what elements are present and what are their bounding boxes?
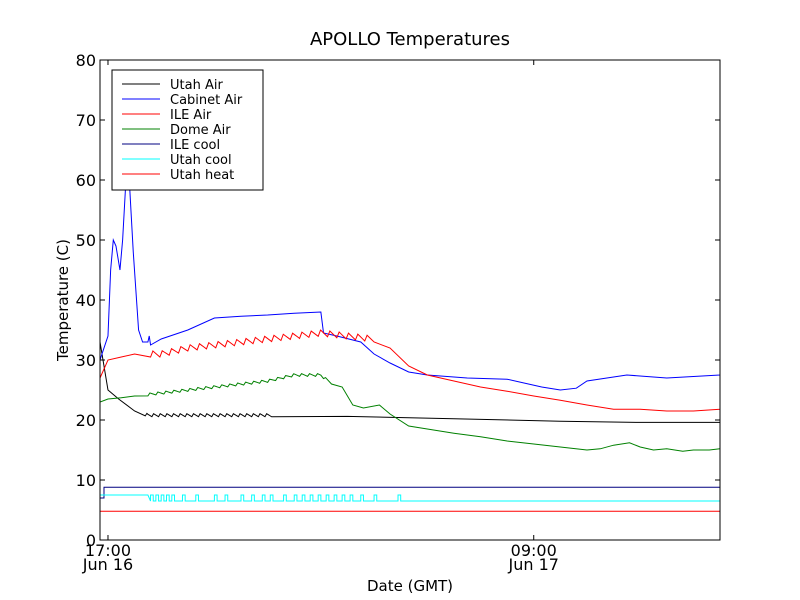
x-tick-label-date: Jun 16 xyxy=(82,555,133,574)
legend-label-ile-air: ILE Air xyxy=(170,108,212,123)
chart-title: APOLLO Temperatures xyxy=(310,29,510,50)
y-tick-label: 0 xyxy=(86,531,96,550)
y-tick-label: 30 xyxy=(76,351,96,370)
legend-label-cabinet-air: Cabinet Air xyxy=(170,93,243,108)
x-tick-label-time: 17:00 xyxy=(85,541,131,560)
y-tick-label: 50 xyxy=(76,231,96,250)
x-tick-label-date: Jun 17 xyxy=(508,555,559,574)
y-tick-label: 80 xyxy=(76,51,96,70)
series-line-utah-cool xyxy=(100,494,720,502)
x-axis-label: Date (GMT) xyxy=(367,577,453,595)
y-axis-label: Temperature (C) xyxy=(54,239,72,362)
legend-box xyxy=(111,69,264,191)
series-line-ile-air xyxy=(100,329,720,412)
series-layer xyxy=(100,167,720,512)
y-tick-label: 60 xyxy=(76,171,96,190)
y-tick-label: 20 xyxy=(76,411,96,430)
series-line-ile-cool xyxy=(100,486,720,499)
series-line-utah-air xyxy=(100,341,720,423)
y-axis: 0 10 20 30 40 50 60 70 80 xyxy=(76,51,720,550)
y-tick-label: 40 xyxy=(76,291,96,310)
legend-label-dome-air: Dome Air xyxy=(170,123,231,138)
y-tick-label: 70 xyxy=(76,111,96,130)
series-line-dome-air xyxy=(100,373,720,452)
legend-label-ile-cool: ILE cool xyxy=(170,138,220,153)
y-tick-label: 10 xyxy=(76,471,96,490)
legend-label-utah-heat: Utah heat xyxy=(170,168,234,183)
legend-label-utah-air: Utah Air xyxy=(170,78,223,93)
x-tick-label-time: 09:00 xyxy=(511,541,557,560)
legend-label-utah-cool: Utah cool xyxy=(170,153,232,168)
series-line-cabinet-air xyxy=(100,167,720,391)
